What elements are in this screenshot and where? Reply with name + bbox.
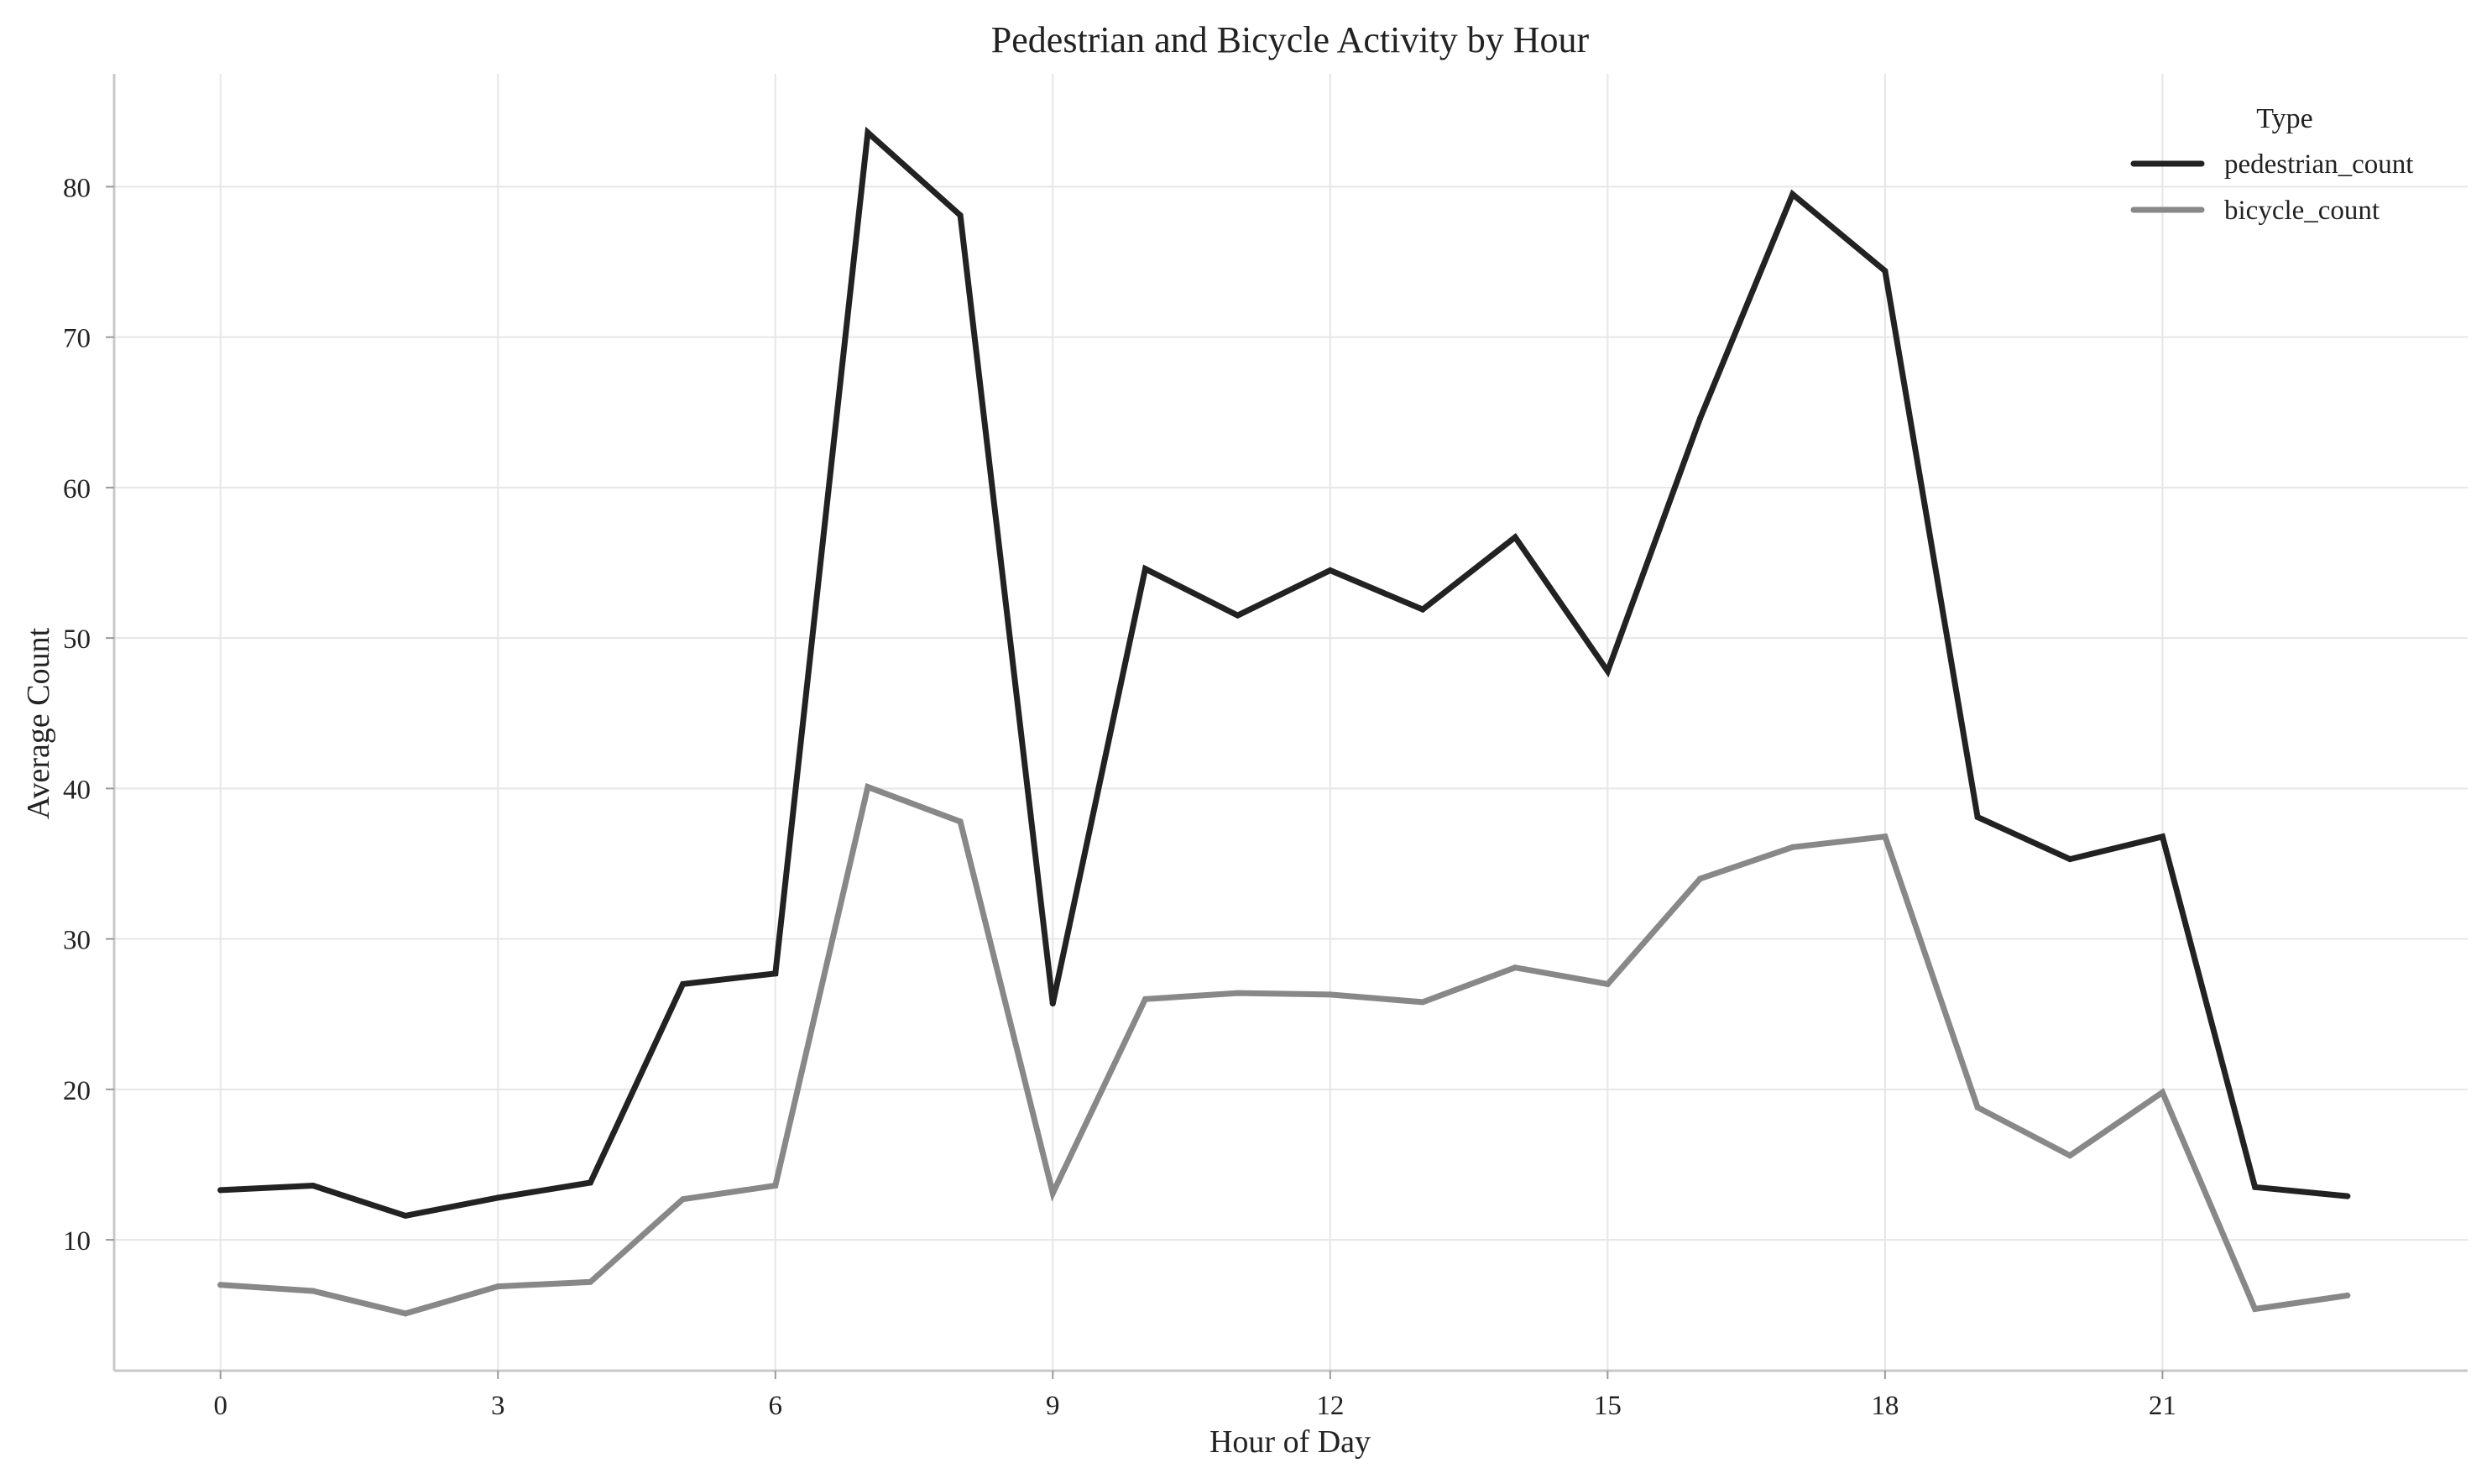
x-tick-label: 0 [213,1391,227,1421]
data-point-pedestrian-count [2066,856,2073,863]
y-tick-label: 30 [63,926,91,956]
data-point-pedestrian-count [494,1194,501,1201]
y-axis-label: Average Count [21,627,56,819]
data-point-pedestrian-count [2159,833,2165,840]
data-point-pedestrian-count [2252,1184,2259,1190]
x-tick-label: 6 [769,1391,783,1421]
data-point-bicycle-count [680,1196,687,1203]
legend-title: Type [2256,103,2313,134]
data-point-pedestrian-count [1697,415,1703,421]
data-point-pedestrian-count [1974,813,1981,820]
data-point-bicycle-count [1697,875,1703,882]
y-tick-label: 50 [63,624,91,655]
data-point-bicycle-count [1327,991,1334,998]
data-point-bicycle-count [2066,1152,2073,1159]
legend-label: bicycle_count [2224,196,2380,226]
x-tick-label: 12 [1316,1391,1344,1421]
y-tick-label: 10 [63,1226,91,1257]
x-tick-label: 9 [1046,1391,1060,1421]
data-point-pedestrian-count [1327,567,1334,573]
data-point-bicycle-count [1789,844,1796,850]
x-tick-label: 15 [1594,1391,1622,1421]
data-point-pedestrian-count [402,1212,409,1219]
data-point-pedestrian-count [1235,612,1241,619]
data-point-bicycle-count [1604,980,1611,987]
data-point-pedestrian-count [1049,1001,1056,1007]
legend-entry: pedestrian_count [2130,149,2413,180]
y-tick-label: 70 [63,324,91,354]
series-layer [217,126,2351,1317]
axes-layer [112,74,2468,1372]
data-point-pedestrian-count [310,1183,316,1189]
y-tick-label: 60 [63,474,91,504]
data-point-pedestrian-count [587,1179,593,1186]
data-point-pedestrian-count [1512,534,1518,541]
data-point-pedestrian-count [1882,268,1889,274]
data-point-bicycle-count [494,1283,501,1290]
y-tick-label: 40 [63,775,91,805]
data-point-pedestrian-count [217,1187,224,1194]
data-point-bicycle-count [1419,999,1426,1006]
data-point-pedestrian-count [1604,668,1611,675]
data-point-bicycle-count [1049,1190,1056,1196]
series-line-pedestrian-count [217,126,2351,1220]
ticks-layer: 0 3 6 9 12 15 18 21 10 20 30 40 50 60 70 80 [63,173,2176,1421]
y-tick-label: 20 [63,1076,91,1106]
data-point-bicycle-count [217,1282,224,1288]
data-point-bicycle-count [2159,1089,2165,1095]
data-point-bicycle-count [2252,1306,2259,1312]
data-point-bicycle-count [2344,1292,2351,1298]
data-point-bicycle-count [1142,995,1148,1002]
data-point-pedestrian-count [957,212,964,218]
data-point-pedestrian-count [772,970,779,977]
data-point-bicycle-count [772,1183,779,1189]
x-tick-label: 3 [491,1391,505,1421]
legend-label: pedestrian_count [2224,149,2413,180]
data-point-pedestrian-count [1419,606,1426,613]
data-point-bicycle-count [1974,1104,1981,1110]
grid-layer [114,74,2468,1371]
data-point-pedestrian-count [680,980,687,987]
series-line-bicycle-count [217,782,2351,1317]
legend: Type pedestrian_count bicycle_count [2130,103,2413,226]
data-point-bicycle-count [1512,964,1518,971]
x-tick-label: 21 [2149,1391,2176,1421]
legend-entry: bicycle_count [2130,196,2380,226]
data-point-bicycle-count [1235,990,1241,996]
data-point-bicycle-count [865,784,871,791]
chart-title: Pedestrian and Bicycle Activity by Hour [991,19,1590,60]
data-point-bicycle-count [957,818,964,825]
legend-items: pedestrian_count bicycle_count [2130,149,2413,226]
data-point-bicycle-count [402,1310,409,1317]
data-point-bicycle-count [587,1278,593,1285]
x-axis-label: Hour of Day [1209,1424,1371,1460]
data-point-pedestrian-count [1142,566,1148,572]
data-point-pedestrian-count [865,129,871,136]
data-point-pedestrian-count [2344,1193,2351,1199]
x-tick-label: 18 [1871,1391,1899,1421]
y-tick-label: 80 [63,173,91,203]
data-point-pedestrian-count [1789,191,1796,197]
data-point-bicycle-count [310,1288,316,1294]
data-point-bicycle-count [1882,833,1889,840]
